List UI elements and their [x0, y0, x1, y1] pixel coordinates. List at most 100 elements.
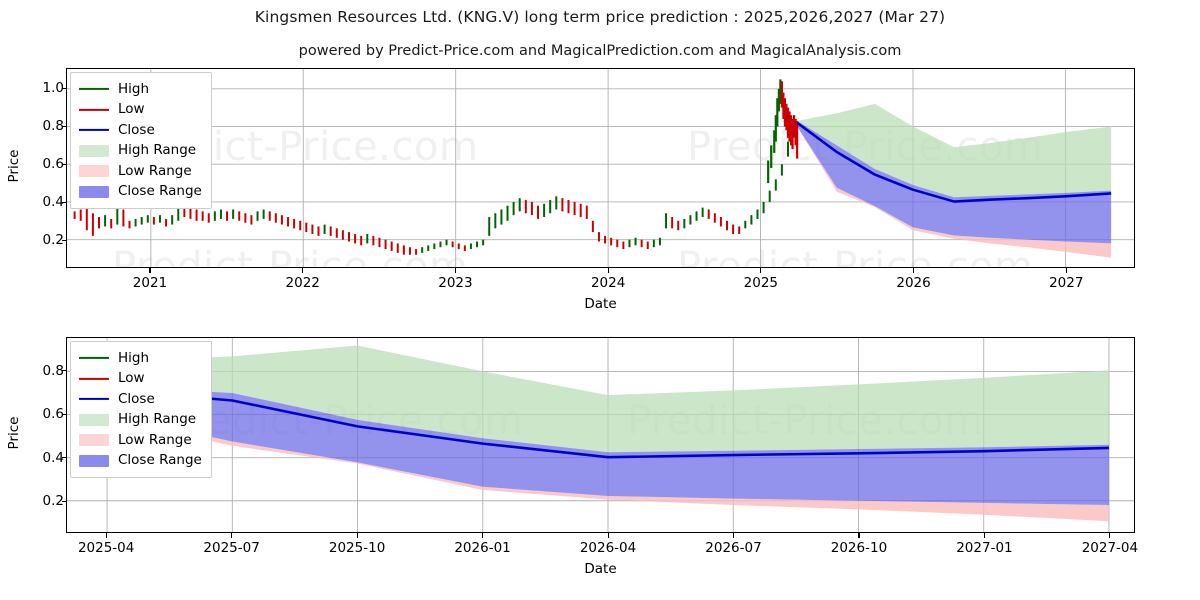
- x-tick-mark: [454, 268, 456, 273]
- legend-label: High Range: [118, 411, 197, 427]
- legend-swatch-patch-icon: [79, 144, 109, 157]
- legend-item-low-range: Low Range: [79, 161, 202, 182]
- x-tick-label: 2026-04: [579, 540, 637, 556]
- y-tick-label: 1.0: [42, 80, 64, 96]
- legend-label: Close: [118, 121, 155, 138]
- top-plot-area: Predict-Price.com Predict-Price.com Pred…: [67, 69, 1134, 267]
- bottom-chart-svg: [67, 338, 1134, 532]
- x-tick-mark: [302, 268, 304, 273]
- x-tick-mark: [105, 533, 107, 538]
- legend-label: Low Range: [118, 431, 192, 448]
- legend-label: High: [118, 80, 150, 97]
- top-y-tick-labels: 0.2 0.4 0.6 0.8 1.0: [6, 68, 64, 268]
- legend-label: Close Range: [118, 452, 202, 468]
- x-tick-mark: [760, 268, 762, 273]
- legend-swatch-patch-icon: [79, 434, 109, 447]
- legend-label: Low: [118, 101, 145, 117]
- y-tick-mark: [62, 370, 67, 372]
- y-tick-label: 0.4: [42, 449, 64, 466]
- y-tick-label: 0.6: [42, 156, 64, 173]
- y-tick-label: 0.2: [42, 493, 64, 510]
- x-tick-label: 2021: [132, 275, 168, 291]
- y-tick-label: 0.8: [42, 362, 64, 379]
- legend-label: Low: [118, 370, 145, 386]
- legend-swatch-line-icon: [79, 352, 109, 364]
- x-tick-label: 2026-10: [830, 540, 888, 556]
- y-tick-mark: [62, 163, 67, 165]
- y-tick-label: 0.4: [42, 194, 64, 211]
- x-tick-label: 2025-07: [203, 540, 260, 556]
- y-tick-label: 0.6: [42, 406, 64, 423]
- page-subtitle: powered by Predict-Price.com and Magical…: [298, 43, 902, 59]
- legend-item-close: Close: [79, 389, 202, 410]
- x-tick-mark: [1109, 533, 1111, 538]
- bottom-plot-area: Predict-Price.com Predict-Price.com: [67, 338, 1134, 532]
- bottom-x-axis-title: Date: [584, 561, 617, 577]
- legend-label: High: [118, 349, 150, 366]
- x-tick-mark: [1065, 268, 1067, 273]
- top-chart-legend: High Low Close High Range Low Range Close Ran…: [70, 72, 212, 209]
- y-tick-mark: [62, 125, 67, 127]
- x-tick-mark: [607, 533, 609, 538]
- legend-item-high-range: High Range: [79, 410, 202, 431]
- x-tick-label: 2025: [743, 275, 779, 291]
- x-tick-mark: [913, 268, 915, 273]
- y-tick-mark: [62, 413, 67, 415]
- legend-label: High Range: [118, 142, 197, 158]
- x-tick-label: 2023: [438, 275, 473, 291]
- y-tick-mark: [62, 201, 67, 203]
- y-tick-label: 0.2: [42, 232, 64, 249]
- legend-swatch-patch-icon: [79, 454, 109, 467]
- x-tick-mark: [356, 533, 358, 538]
- bottom-x-tick-labels: 2025-04 2025-07 2025-10 2026-01 2026-04 2026-…: [66, 540, 1138, 562]
- y-tick-label: 0.8: [42, 118, 64, 135]
- legend-item-close: Close: [79, 120, 202, 141]
- legend-swatch-line-icon: [79, 104, 109, 116]
- x-tick-mark: [231, 533, 233, 538]
- x-tick-mark: [482, 533, 484, 538]
- top-x-tick-labels: 2021 2022 2023 2024 2025 2026 2027: [66, 275, 1135, 297]
- legend-swatch-line-icon: [79, 83, 109, 95]
- legend-item-high: High: [79, 348, 202, 369]
- legend-swatch-patch-icon: [79, 165, 109, 178]
- x-tick-mark: [983, 533, 986, 538]
- legend-swatch-patch-icon: [79, 413, 109, 426]
- y-tick-mark: [62, 239, 67, 241]
- legend-item-close-range: Close Range: [79, 451, 202, 472]
- legend-swatch-line-icon: [79, 393, 109, 405]
- page-title: Kingsmen Resources Ltd. (KNG.V) long ter…: [254, 8, 946, 26]
- x-tick-label: 2024: [590, 275, 626, 291]
- legend-item-close-range: Close Range: [79, 182, 202, 203]
- forecast-detail-chart: Predict-Price.com Predict-Price.com: [66, 337, 1135, 533]
- legend-item-high-range: High Range: [79, 141, 202, 162]
- x-tick-label: 2025-10: [328, 540, 386, 556]
- x-tick-label: 2022: [285, 275, 320, 291]
- x-tick-label: 2026-07: [705, 540, 762, 556]
- bottom-y-axis-title: Price: [6, 416, 22, 450]
- top-y-axis-title: Price: [6, 149, 22, 183]
- y-tick-mark: [62, 500, 67, 503]
- legend-label: Low Range: [118, 162, 192, 179]
- legend-swatch-line-icon: [79, 373, 109, 385]
- x-tick-mark: [858, 533, 860, 538]
- legend-item-low-range: Low Range: [79, 430, 202, 451]
- x-tick-label: 2027-01: [956, 540, 1013, 556]
- legend-item-low: Low: [79, 100, 202, 121]
- x-tick-mark: [732, 533, 735, 538]
- bottom-chart-legend: High Low Close High Range Low Range Close Ran…: [70, 341, 212, 478]
- x-tick-label: 2027: [1049, 275, 1084, 291]
- x-tick-label: 2026: [896, 275, 931, 291]
- legend-label: Close Range: [118, 183, 202, 199]
- legend-item-low: Low: [79, 369, 202, 390]
- bottom-y-tick-labels: 0.2 0.4 0.6 0.8: [6, 337, 64, 533]
- legend-label: Close: [118, 390, 155, 407]
- y-tick-mark: [62, 87, 67, 89]
- x-tick-mark: [149, 268, 151, 273]
- y-tick-mark: [62, 457, 67, 459]
- price-history-chart: Predict-Price.com Predict-Price.com Pred…: [66, 68, 1135, 268]
- x-tick-label: 2025-04: [77, 540, 135, 556]
- legend-item-high: High: [79, 79, 202, 100]
- top-chart-svg: [67, 69, 1134, 267]
- x-tick-mark: [607, 268, 609, 273]
